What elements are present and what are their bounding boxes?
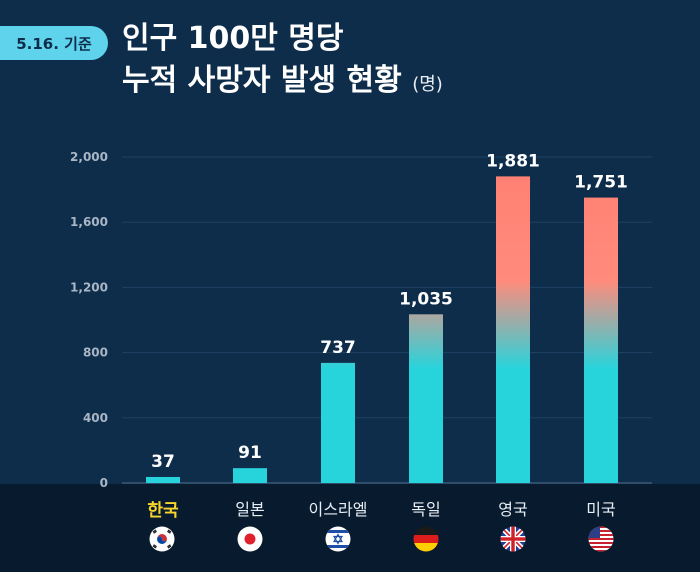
israel-flag-icon <box>325 526 351 552</box>
x-tick-label: 미국 <box>586 500 616 519</box>
usa-flag-icon <box>588 526 614 552</box>
bar <box>584 197 618 483</box>
y-tick-label: 1,200 <box>70 280 108 294</box>
unit-label: (명) <box>412 74 443 95</box>
bars <box>146 176 618 483</box>
data-label: 737 <box>320 338 356 358</box>
y-tick-label: 1,600 <box>70 215 108 229</box>
x-tick-label: 한국 <box>147 501 179 521</box>
y-tick-label: 0 <box>100 476 108 490</box>
germany-flag-icon <box>413 526 439 552</box>
data-label: 1,881 <box>486 151 540 171</box>
category-band <box>0 484 700 572</box>
data-label: 1,035 <box>399 289 453 309</box>
bar <box>496 176 530 483</box>
y-tick-label: 400 <box>83 411 108 425</box>
bar <box>409 314 443 483</box>
korea-flag-icon <box>149 526 175 552</box>
x-tick-label: 독일 <box>411 500 441 519</box>
y-axis: 0 400 800 1,200 1,600 2,000 <box>70 150 108 490</box>
bar <box>146 476 180 483</box>
grid-lines <box>122 156 652 484</box>
chart-title-text: 누적 사망자 발생 현황 <box>122 63 402 98</box>
y-tick-label: 2,000 <box>70 150 108 164</box>
bar <box>321 362 355 483</box>
date-badge: 5.16. 기준 <box>0 26 108 60</box>
data-label: 37 <box>151 452 175 472</box>
chart-title-line-2: 누적 사망자 발생 현황 (명) <box>122 62 443 104</box>
japan-flag-icon <box>237 526 263 552</box>
y-tick-label: 800 <box>83 346 108 360</box>
x-tick-label: 일본 <box>235 500 265 519</box>
bar <box>233 468 267 483</box>
value-labels: 37 91 737 1,035 1,881 1,751 <box>151 151 628 472</box>
chart-header: 5.16. 기준 인구 100만 명당 누적 사망자 발생 현황 (명) <box>0 0 700 120</box>
data-label: 1,751 <box>574 173 628 193</box>
uk-flag-icon <box>500 526 526 552</box>
x-tick-label: 이스라엘 <box>308 500 368 519</box>
chart-title-line-1: 인구 100만 명당 <box>122 21 344 56</box>
x-tick-label: 영국 <box>498 500 528 519</box>
data-label: 91 <box>238 443 262 463</box>
